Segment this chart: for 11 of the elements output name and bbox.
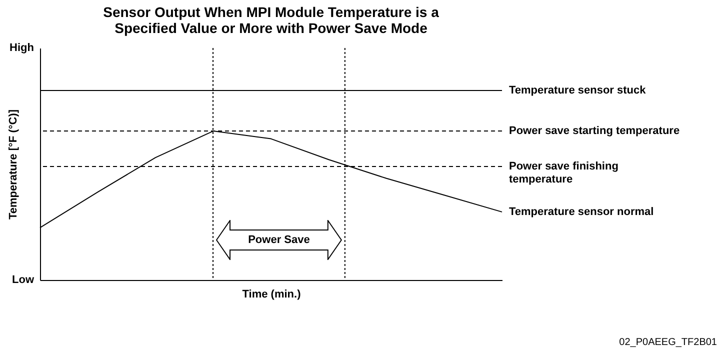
text: 02_P0AEEG_TF2B01 (619, 337, 718, 348)
text: High (10, 42, 34, 54)
y-axis-title: Temperature [°F (°C)] (8, 109, 20, 220)
x-axis-title: Time (min.) (242, 288, 302, 300)
ref-line-label: Power save finishing temperature (509, 160, 618, 186)
chart-title: Sensor Output When MPI Module Temperature is a Specified Value or More with Power Save Mode (103, 4, 440, 36)
series-label: Temperature sensor normal (509, 206, 654, 218)
series-label: Temperature sensor stuck (509, 84, 647, 96)
text: Low (12, 274, 34, 286)
annotation: Power Save (248, 234, 310, 246)
ref-line-label: Power save starting temperature (509, 125, 680, 138)
